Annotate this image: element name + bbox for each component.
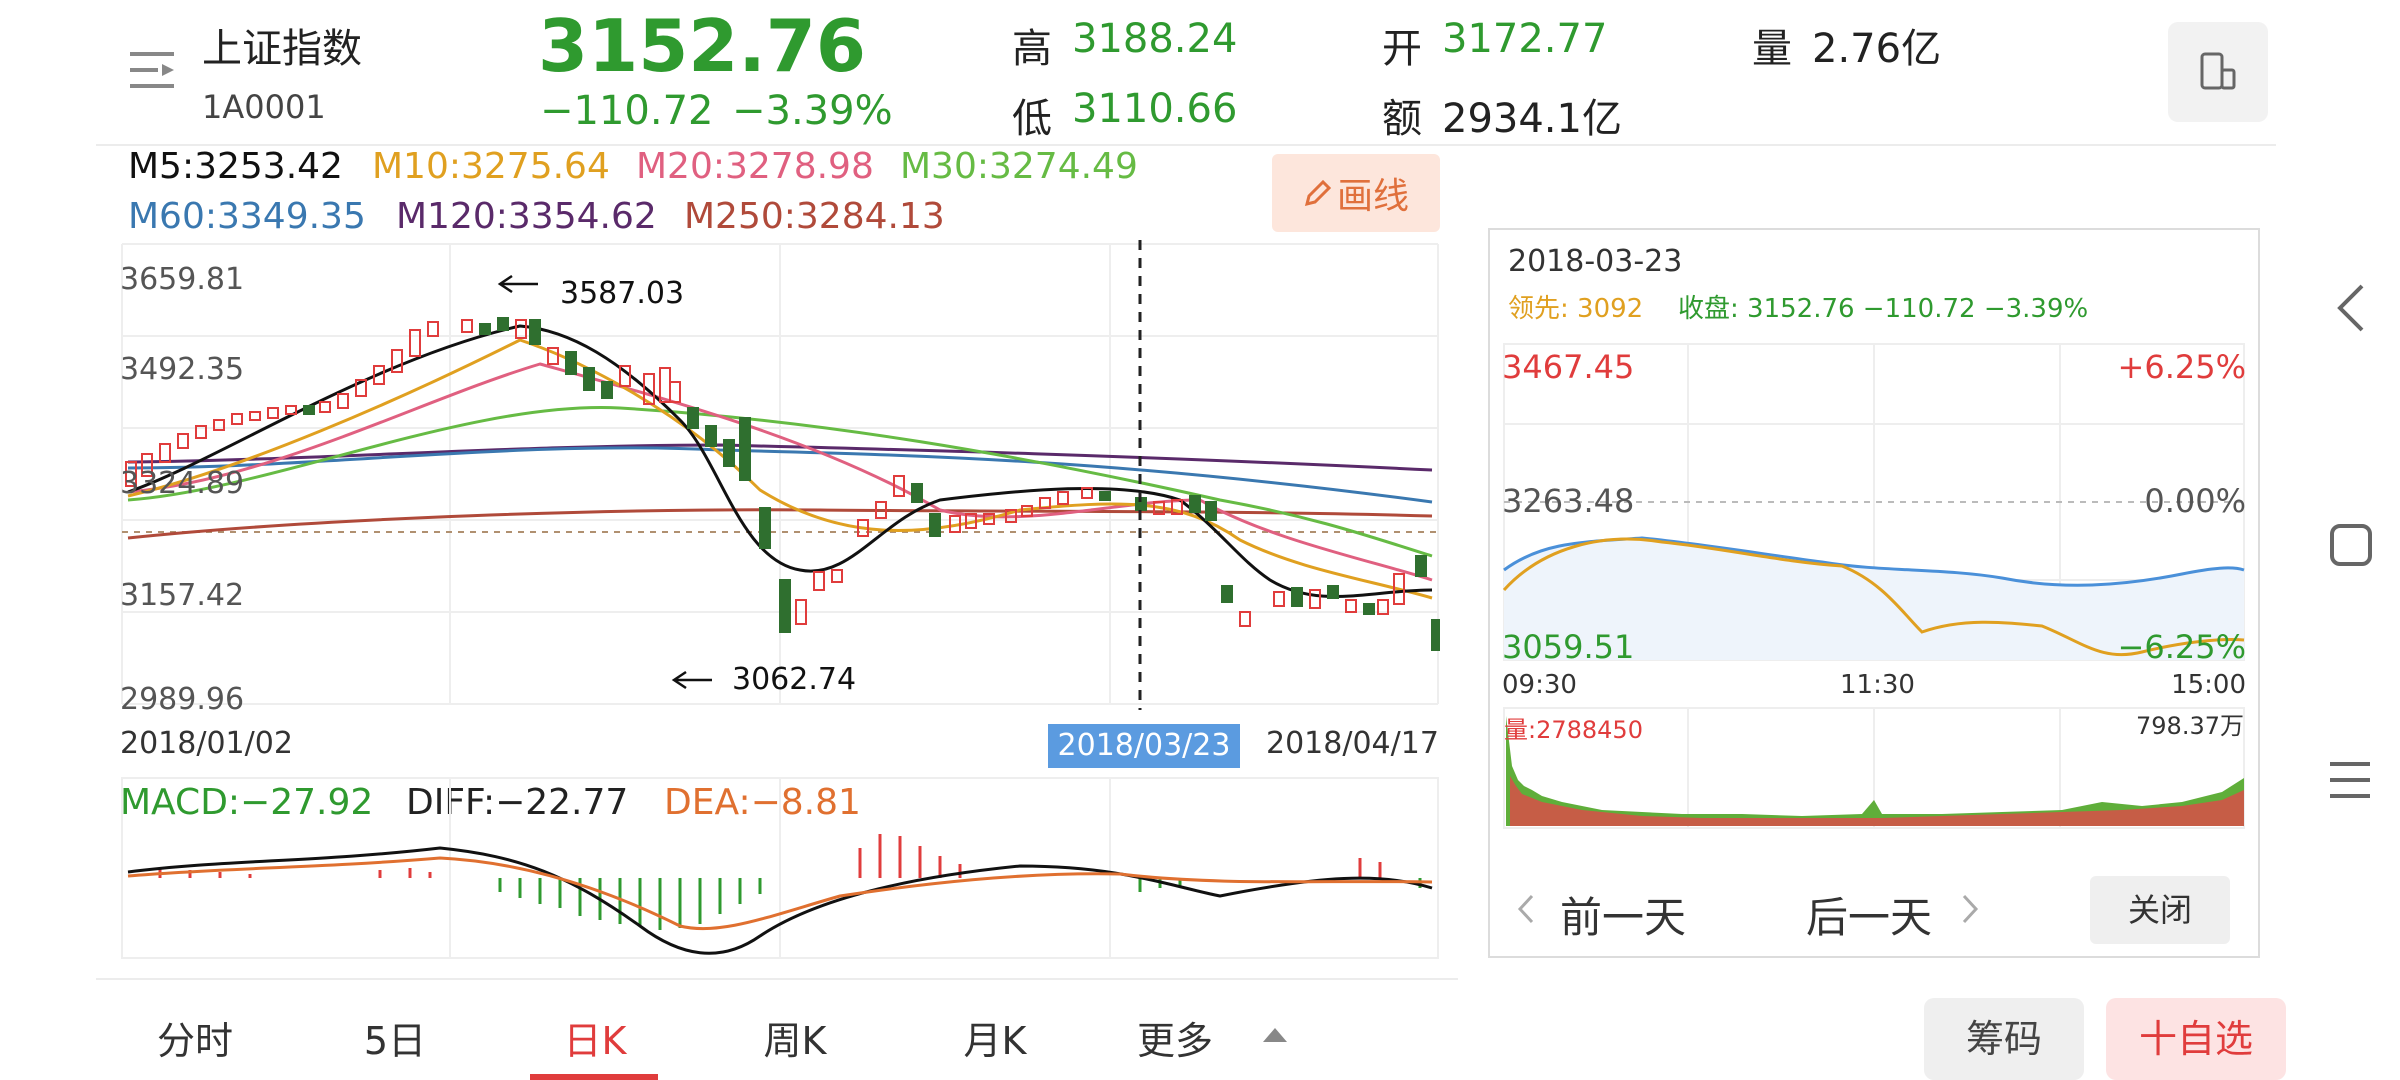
tab-intraday[interactable]: 分时 (156, 1019, 233, 1063)
popup-volume-max: 798.37万 (2136, 712, 2244, 740)
high-value: 3188.24 (1072, 16, 1238, 62)
ma30-label: M30:3274.49 (900, 146, 1138, 187)
chips-button[interactable]: 筹码 (1924, 998, 2084, 1080)
intraday-volume-chart (1503, 707, 2245, 829)
ma5-label: M5:3253.42 (128, 146, 343, 187)
popup-time-start: 09:30 (1502, 670, 1577, 700)
y-label-1: 3659.81 (120, 262, 245, 297)
header-divider (96, 144, 2276, 146)
ma250-label: M250:3284.13 (684, 196, 945, 237)
tab-monthly-k[interactable]: 月K (963, 1019, 1027, 1063)
popup-time-end: 15:00 (2171, 670, 2246, 700)
tabs-divider (96, 978, 1458, 980)
popup-lead: 领先: 3092 (1508, 294, 1644, 324)
draw-line-label: 画线 (1336, 176, 1409, 217)
tab-more[interactable]: 更多 (1136, 1019, 1213, 1063)
intraday-chart[interactable] (1502, 342, 2246, 662)
diff-value: DIFF:−22.77 (406, 782, 629, 823)
date-selected: 2018/03/23 (1048, 724, 1240, 768)
tab-weekly-k[interactable]: 周K (763, 1019, 827, 1063)
amount-value: 2934.1亿 (1442, 96, 1622, 142)
ma20-label: M20:3278.98 (636, 146, 874, 187)
chevron-left-icon[interactable] (1516, 892, 1536, 926)
ma10-label: M10:3275.64 (372, 146, 610, 187)
volume-value: 2.76亿 (1812, 26, 1942, 72)
volume-label: 量 (1752, 26, 1792, 72)
open-value: 3172.77 (1442, 16, 1608, 62)
ma120-label: M120:3354.62 (396, 196, 657, 237)
popup-mid-pct: 0.00% (2144, 482, 2246, 520)
current-price: 3152.76 (538, 4, 866, 88)
y-label-5: 2989.96 (120, 682, 245, 717)
y-label-3: 3324.89 (120, 466, 245, 501)
price-change-pct: −3.39% (732, 88, 893, 134)
low-value: 3110.66 (1072, 86, 1238, 132)
popup-top-value: 3467.45 (1502, 348, 1635, 386)
recents-icon[interactable] (2326, 756, 2374, 804)
menu-icon[interactable] (128, 48, 178, 92)
add-watchlist-button[interactable]: 十自选 (2106, 998, 2286, 1080)
high-label: 高 (1012, 26, 1052, 72)
dea-value: DEA:−8.81 (664, 782, 861, 823)
date-end: 2018/04/17 (1266, 726, 1439, 761)
intraday-popup: 2018-03-23 领先: 3092 收盘: 3152.76 −110.72 … (1488, 228, 2260, 958)
popup-bottom-pct: −6.25% (2117, 628, 2246, 666)
open-label: 开 (1382, 26, 1422, 72)
back-arrow-icon[interactable] (2330, 280, 2370, 336)
triangle-up-icon[interactable] (1262, 1026, 1288, 1044)
popup-time-mid: 11:30 (1840, 670, 1915, 700)
landscape-toggle-icon (2200, 52, 2236, 90)
popup-close-info: 收盘: 3152.76 −110.72 −3.39% (1678, 294, 2089, 324)
ma60-label: M60:3349.35 (128, 196, 366, 237)
popup-close-button[interactable]: 关闭 (2090, 876, 2230, 944)
candles (125, 317, 1440, 651)
tab-5day[interactable]: 5日 (363, 1019, 427, 1063)
min-price-annotation: 3062.74 (732, 662, 857, 697)
y-label-2: 3492.35 (120, 352, 245, 387)
max-price-annotation: 3587.03 (560, 276, 685, 311)
popup-volume-label: 量:2788450 (1504, 716, 1643, 744)
macd-value: MACD:−27.92 (120, 782, 374, 823)
macd-chart[interactable] (120, 776, 1440, 960)
stock-code: 1A0001 (202, 88, 326, 126)
pencil-icon (1304, 179, 1331, 207)
home-icon[interactable] (2328, 522, 2374, 568)
popup-top-pct: +6.25% (2117, 348, 2246, 386)
chevron-right-icon[interactable] (1960, 892, 1980, 926)
popup-bottom-value: 3059.51 (1502, 628, 1635, 666)
date-start: 2018/01/02 (120, 726, 293, 761)
stock-name: 上证指数 (202, 26, 362, 72)
low-label: 低 (1012, 96, 1052, 142)
y-label-4: 3157.42 (120, 578, 245, 613)
tab-active-indicator (530, 1074, 658, 1080)
draw-line-button[interactable]: 画线 (1272, 154, 1440, 232)
amount-label: 额 (1382, 96, 1422, 142)
kline-chart[interactable] (120, 240, 1440, 710)
popup-date: 2018-03-23 (1508, 244, 1683, 279)
popup-mid-value: 3263.48 (1502, 482, 1635, 520)
landscape-toggle-button[interactable] (2168, 22, 2268, 122)
tab-daily-k[interactable]: 日K (563, 1019, 627, 1063)
prev-day-button[interactable]: 前一天 (1560, 893, 1687, 942)
next-day-button[interactable]: 后一天 (1806, 893, 1933, 942)
price-change: −110.72 (540, 88, 714, 134)
